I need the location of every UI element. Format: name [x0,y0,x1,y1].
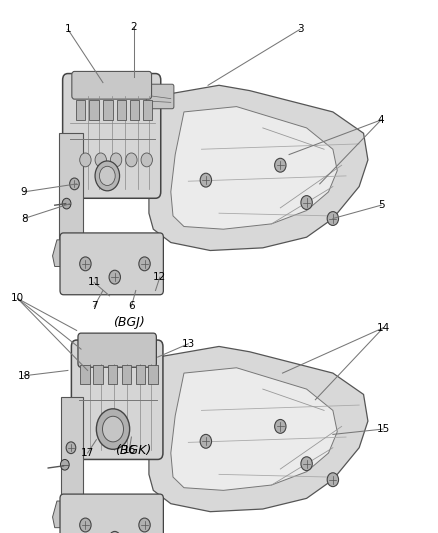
Polygon shape [53,240,92,266]
Text: (BGJ): (BGJ) [113,316,145,329]
Text: 16: 16 [123,446,136,455]
Circle shape [102,416,124,442]
Circle shape [99,166,115,185]
Bar [148,365,158,384]
Circle shape [200,173,212,187]
FancyBboxPatch shape [78,333,156,367]
Bar [122,365,131,384]
Circle shape [275,158,286,172]
Text: 11: 11 [88,278,101,287]
Bar [103,100,113,120]
FancyBboxPatch shape [61,397,83,501]
Bar [130,100,139,120]
Circle shape [66,442,76,454]
Bar [143,100,152,120]
Circle shape [80,518,91,532]
Bar [80,365,90,384]
Text: 13: 13 [182,339,195,349]
Bar [89,100,99,120]
Text: 2: 2 [130,22,137,31]
Text: 12: 12 [153,272,166,282]
Text: 8: 8 [21,214,28,223]
Polygon shape [53,501,92,528]
Text: 1: 1 [64,25,71,34]
Polygon shape [149,85,368,251]
FancyBboxPatch shape [71,340,163,459]
Circle shape [126,153,137,167]
Text: (BGK): (BGK) [116,444,152,457]
Text: 7: 7 [91,302,98,311]
Bar [108,365,117,384]
Polygon shape [171,368,337,490]
FancyBboxPatch shape [63,74,161,198]
Text: 15: 15 [377,424,390,434]
Text: 6: 6 [128,302,135,311]
Text: 14: 14 [377,323,390,333]
Text: 10: 10 [11,294,24,303]
Circle shape [80,153,91,167]
Text: 9: 9 [21,187,28,197]
Bar [76,100,85,120]
Polygon shape [149,346,368,512]
Circle shape [80,257,91,271]
Circle shape [327,212,339,225]
Circle shape [109,531,120,533]
Bar [117,100,126,120]
Circle shape [275,419,286,433]
FancyBboxPatch shape [60,494,163,533]
Circle shape [96,409,130,449]
FancyBboxPatch shape [72,71,152,99]
Text: 3: 3 [297,25,304,34]
Circle shape [95,161,120,191]
Circle shape [139,257,150,271]
Bar [136,365,145,384]
Circle shape [110,153,122,167]
Circle shape [95,153,106,167]
Bar [93,365,103,384]
Circle shape [139,518,150,532]
Circle shape [301,457,312,471]
Circle shape [70,178,79,190]
Text: 18: 18 [18,371,31,381]
Circle shape [109,270,120,284]
Circle shape [327,473,339,487]
Circle shape [301,196,312,209]
Circle shape [141,153,152,167]
FancyBboxPatch shape [60,233,163,295]
Circle shape [200,434,212,448]
Text: 5: 5 [378,200,385,210]
Circle shape [60,459,69,470]
Text: 4: 4 [378,115,385,125]
Text: 17: 17 [81,448,94,458]
Circle shape [62,198,71,209]
Polygon shape [171,107,337,229]
FancyBboxPatch shape [146,84,174,109]
FancyBboxPatch shape [59,133,83,240]
